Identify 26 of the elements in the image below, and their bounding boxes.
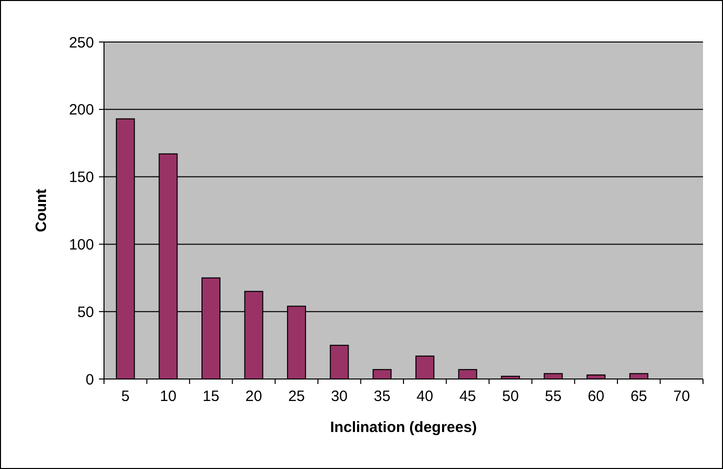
y-tick-label: 50 (77, 304, 94, 321)
x-tick-label: 45 (459, 388, 476, 405)
x-tick-label: 5 (121, 388, 130, 405)
x-tick-label: 55 (544, 388, 562, 405)
x-tick-label: 30 (330, 388, 348, 405)
x-tick-label: 35 (374, 388, 390, 405)
x-tick-label: 60 (588, 388, 604, 405)
y-tick-label: 150 (68, 169, 94, 186)
bar (458, 369, 478, 380)
y-axis-title: Count (33, 188, 50, 232)
x-tick-label: 50 (502, 388, 519, 405)
y-tick-label: 0 (86, 371, 94, 388)
y-tick-label: 200 (68, 102, 94, 119)
x-tick-label: 40 (416, 388, 434, 405)
x-tick-label: 20 (245, 388, 262, 405)
y-tick-label: 100 (68, 236, 94, 254)
bar (372, 369, 392, 380)
y-tick-label: 250 (68, 34, 94, 52)
x-tick-label: 10 (160, 388, 177, 405)
bar (330, 344, 349, 380)
x-tick-label: 15 (202, 388, 220, 405)
x-tick-label: 25 (288, 388, 305, 405)
bar (415, 356, 434, 380)
x-tick-label: 70 (673, 388, 690, 405)
x-tick-label: 65 (630, 388, 648, 405)
x-axis-title: Inclination (degrees) (330, 419, 477, 436)
